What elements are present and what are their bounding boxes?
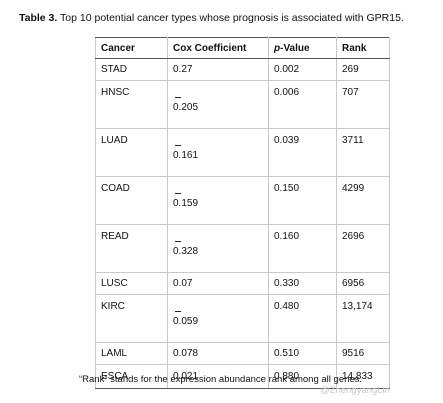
cell-cox-coefficient: 0.328: [167, 224, 269, 273]
cox-value: 0.328: [173, 246, 199, 257]
cell-cancer: COAD: [95, 176, 168, 225]
negative-value: 0.161: [173, 135, 198, 161]
cell-p-value: 0.480: [268, 294, 337, 343]
cell-rank: 9516: [336, 342, 390, 365]
cell-cancer: HNSC: [95, 80, 168, 129]
watermark: @ZhengyangLin: [320, 385, 390, 396]
cell-rank: 6956: [336, 272, 390, 295]
header-cancer: Cancer: [95, 37, 168, 59]
cell-cox-coefficient: 0.159: [167, 176, 269, 225]
table-row: LUAD 0.161 0.039 3711: [95, 128, 390, 177]
cell-rank: 2696: [336, 224, 390, 273]
negative-value: 0.059: [173, 301, 198, 327]
negative-value: 0.159: [173, 183, 198, 209]
header-p-letter: p: [274, 42, 281, 54]
cell-cox-coefficient: 0.07: [167, 272, 269, 295]
cell-cancer: LAML: [95, 342, 168, 365]
table-header-row: Cancer Cox Coefficient p-Value Rank: [95, 37, 390, 59]
cell-cox-coefficient: 0.205: [167, 80, 269, 129]
cox-value: 0.159: [173, 198, 199, 209]
table-row: HNSC 0.205 0.006 707: [95, 80, 390, 129]
minus-sign: [175, 241, 181, 242]
cell-cancer: READ: [95, 224, 168, 273]
cell-rank: 14,833: [336, 364, 390, 389]
cell-rank: 707: [336, 80, 390, 129]
cell-cancer: LUAD: [95, 128, 168, 177]
negative-value: 0.205: [173, 87, 198, 113]
table-caption-label: Table 3.: [19, 12, 58, 24]
header-p-value: p-Value: [268, 37, 337, 59]
cell-cancer: LUSC: [95, 272, 168, 295]
minus-sign: [175, 145, 181, 146]
minus-sign: [175, 311, 181, 312]
minus-sign: [175, 193, 181, 194]
table-row: COAD 0.159 0.150 4299: [95, 176, 390, 225]
minus-sign: [175, 97, 181, 98]
cell-p-value: 0.510: [268, 342, 337, 365]
table-row: READ 0.328 0.160 2696: [95, 224, 390, 273]
cell-p-value: 0.002: [268, 58, 337, 81]
table-body: STAD 0.27 0.002 269 HNSC 0.205 0.006 707 LUAD 0.1…: [95, 58, 390, 389]
cell-p-value: 0.039: [268, 128, 337, 177]
cox-value: 0.205: [173, 102, 199, 113]
cell-rank: 13,174: [336, 294, 390, 343]
cell-cox-coefficient: 0.161: [167, 128, 269, 177]
header-rank: Rank: [336, 37, 390, 59]
table-row: ESCA 0.021 0.880 14,833: [95, 364, 390, 389]
cell-cox-coefficient: 0.27: [167, 58, 269, 81]
table-row: LUSC 0.07 0.330 6956: [95, 272, 390, 295]
cell-cox-coefficient: 0.078: [167, 342, 269, 365]
table-caption-text: Top 10 potential cancer types whose prog…: [57, 12, 404, 24]
cell-rank: 269: [336, 58, 390, 81]
cell-p-value: 0.006: [268, 80, 337, 129]
cell-cancer: KIRC: [95, 294, 168, 343]
cell-p-value: 0.330: [268, 272, 337, 295]
table-row: LAML 0.078 0.510 9516: [95, 342, 390, 365]
table-row: KIRC 0.059 0.480 13,174: [95, 294, 390, 343]
cancer-prognosis-table: Cancer Cox Coefficient p-Value Rank STAD…: [95, 37, 390, 389]
header-p-rest: -Value: [280, 42, 310, 54]
cox-value: 0.161: [173, 150, 199, 161]
cox-value: 0.059: [173, 316, 199, 327]
cell-cancer: STAD: [95, 58, 168, 81]
table-footnote: “Rank” stands for the expression abundan…: [79, 374, 363, 385]
table-row: STAD 0.27 0.002 269: [95, 58, 390, 81]
cell-p-value: 0.150: [268, 176, 337, 225]
table-caption: Table 3. Top 10 potential cancer types w…: [19, 12, 404, 24]
cell-p-value: 0.160: [268, 224, 337, 273]
header-cox-coefficient: Cox Coefficient: [167, 37, 269, 59]
cell-cox-coefficient: 0.059: [167, 294, 269, 343]
cell-cancer: ESCA: [95, 364, 168, 389]
cell-rank: 4299: [336, 176, 390, 225]
cell-rank: 3711: [336, 128, 390, 177]
negative-value: 0.328: [173, 231, 198, 257]
